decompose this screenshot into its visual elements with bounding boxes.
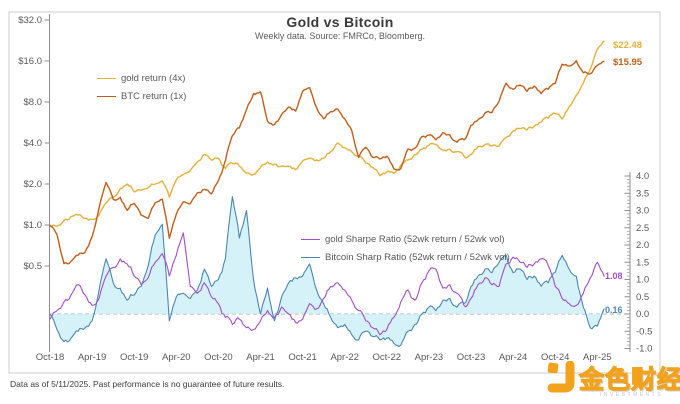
price-axis-tick-label: $32.0 <box>18 15 42 26</box>
sharpe-axis-tick-label: -1.0 <box>636 344 652 355</box>
x-axis-tick-label: Apr-23 <box>415 352 444 363</box>
gold-end-value-label: $22.48 <box>613 40 643 51</box>
price-axis-tick-label: $8.0 <box>24 97 43 108</box>
price-legend: gold return (4x) BTC return (1x) <box>97 69 186 105</box>
sharpe-axis-tick-label: 2.5 <box>636 223 649 234</box>
x-axis-tick-label: Apr-22 <box>330 352 359 363</box>
watermark: 金色财经 INVESTMENTS <box>545 359 680 403</box>
btc-end-value-label: $15.95 <box>613 57 643 68</box>
legend-label-gold-sharpe: gold Sharpe Ratio (52wk return / 52wk vo… <box>325 233 505 245</box>
gold-sharpe-line <box>49 232 605 336</box>
legend-label-gold-return: gold return (4x) <box>121 72 186 84</box>
gold-sharpe-line-swatch <box>301 238 320 240</box>
x-axis-tick-label: Apr-21 <box>246 352 275 363</box>
sharpe-axis-tick-label: 2.0 <box>636 240 649 251</box>
sharpe-axis-tick-label: 1.0 <box>636 275 649 286</box>
sharpe-axis-tick-label: 0.0 <box>636 309 649 320</box>
btc-sharpe-line-swatch <box>301 256 320 258</box>
watermark-brand-text: 金色财经 <box>578 365 680 394</box>
legend-label-btc-return: BTC return (1x) <box>121 90 187 102</box>
x-axis-tick-label: Oct-21 <box>288 352 317 363</box>
disclaimer-text: Data as of 5/11/2025. Past performance i… <box>10 379 285 389</box>
btc-line-swatch <box>97 95 116 97</box>
sharpe-axis-tick-label: 4.0 <box>636 171 649 182</box>
x-axis-tick-label: Oct-22 <box>373 352 402 363</box>
chart-title: Gold vs Bitcoin <box>286 14 394 30</box>
legend-item-gold-return: gold return (4x) <box>97 69 186 87</box>
x-axis-tick-label: Oct-23 <box>457 352 486 363</box>
sharpe-axis-tick-label: 3.5 <box>636 188 649 199</box>
price-axis-tick-label: $1.0 <box>24 220 43 231</box>
chart-frame <box>8 11 661 374</box>
x-axis-tick-label: Oct-18 <box>36 352 65 363</box>
watermark-sub-text: INVESTMENTS <box>600 392 664 398</box>
btc-sharpe-end-value-label: 0.16 <box>605 305 623 315</box>
sharpe-axis-tick-label: 1.5 <box>636 257 649 268</box>
sharpe-axis-tick-label: -0.5 <box>636 326 652 337</box>
btc-return-line <box>49 60 605 265</box>
price-axis-tick-label: $0.5 <box>24 261 43 272</box>
gold-line-swatch <box>97 77 116 79</box>
price-axis-tick-label: $16.0 <box>18 56 42 67</box>
btc-sharpe-area-fill <box>50 196 605 347</box>
legend-item-gold-sharpe: gold Sharpe Ratio (52wk return / 52wk vo… <box>301 230 510 248</box>
x-axis-tick-label: Apr-24 <box>499 352 528 363</box>
price-axis-tick-label: $2.0 <box>24 179 43 190</box>
legend-label-btc-sharpe: Bitcoin Sharp Ratio (52wk return / 52wk … <box>325 251 510 263</box>
price-axis-tick-label: $4.0 <box>24 138 43 149</box>
x-axis-tick-label: Oct-24 <box>541 352 570 363</box>
legend-item-btc-return: BTC return (1x) <box>97 87 186 105</box>
legend-item-btc-sharpe: Bitcoin Sharp Ratio (52wk return / 52wk … <box>301 248 510 266</box>
x-axis-tick-label: Apr-25 <box>583 352 612 363</box>
sharpe-legend: gold Sharpe Ratio (52wk return / 52wk vo… <box>301 230 510 266</box>
x-axis-tick-label: Apr-20 <box>162 352 191 363</box>
sharpe-axis-tick-label: 0.5 <box>636 292 649 303</box>
x-axis-tick-label: Oct-20 <box>204 352 233 363</box>
x-axis-tick-label: Oct-19 <box>120 352 149 363</box>
jinse-logo-icon <box>545 360 577 400</box>
sharpe-axis-tick-label: 3.0 <box>636 206 649 217</box>
gold-return-line <box>49 40 605 228</box>
x-axis-tick-label: Apr-19 <box>78 352 107 363</box>
chart-subtitle: Weekly data. Source: FMRCo, Bloomberg. <box>255 31 425 41</box>
gold-sharpe-end-value-label: 1.08 <box>605 271 623 281</box>
